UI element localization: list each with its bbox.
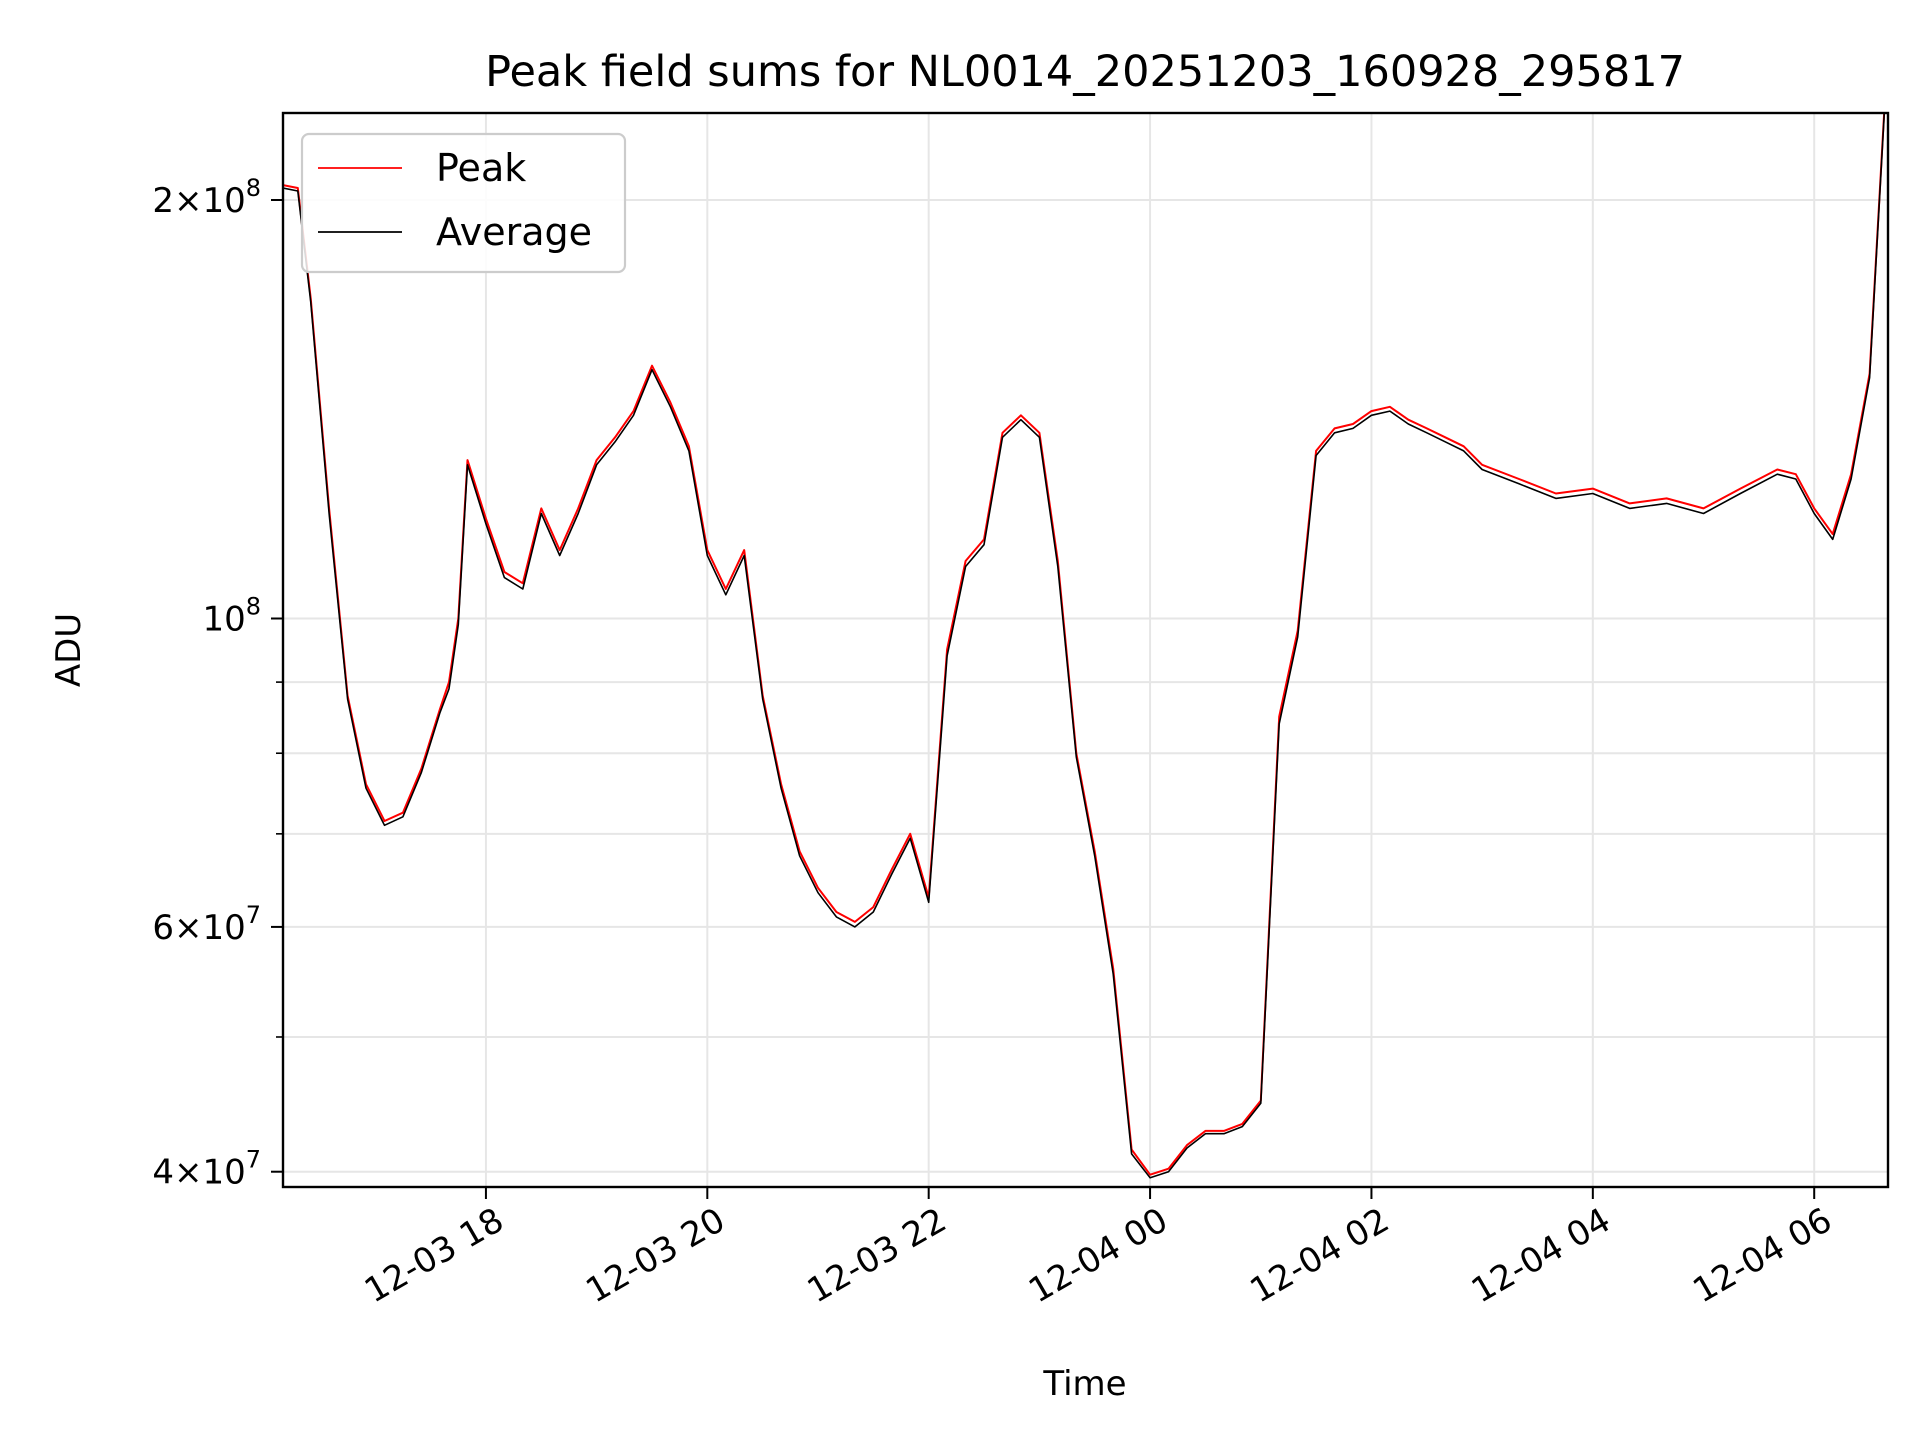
x-tick-label: 12-04 06: [1686, 1200, 1838, 1311]
legend: Peak Average: [300, 132, 627, 274]
chart-title: Peak field sums for NL0014_20251203_1609…: [485, 47, 1685, 97]
x-tick-label: 12-04 00: [1022, 1200, 1174, 1311]
x-tick-label: 12-03 22: [801, 1200, 953, 1311]
x-tick-label: 12-03 20: [579, 1200, 731, 1311]
y-axis-label: ADU: [49, 613, 89, 687]
series-line-average: [283, 113, 1886, 1179]
y-tick-label: 108: [202, 592, 261, 639]
series-layer: [283, 113, 1886, 1179]
y-tick-label: 2×108: [152, 174, 261, 221]
y-tick-label: 6×107: [152, 901, 261, 948]
legend-label-peak: Peak: [436, 146, 526, 190]
y-tick-label: 4×107: [152, 1146, 261, 1193]
grid: [283, 113, 1888, 1187]
series-line-peak: [283, 113, 1886, 1176]
x-axis: 12-03 18 12-03 20 12-03 22 12-04 00 12-04 02…: [358, 1187, 1839, 1311]
x-tick-label: 12-04 04: [1465, 1200, 1617, 1311]
y-axis: 4×107 6×107 108 2×108: [152, 174, 283, 1193]
legend-label-average: Average: [436, 210, 592, 254]
plot-frame: [281, 111, 1890, 1189]
x-tick-label: 12-04 02: [1244, 1200, 1396, 1311]
x-tick-label: 12-03 18: [358, 1200, 510, 1311]
x-axis-label: Time: [1042, 1364, 1126, 1404]
